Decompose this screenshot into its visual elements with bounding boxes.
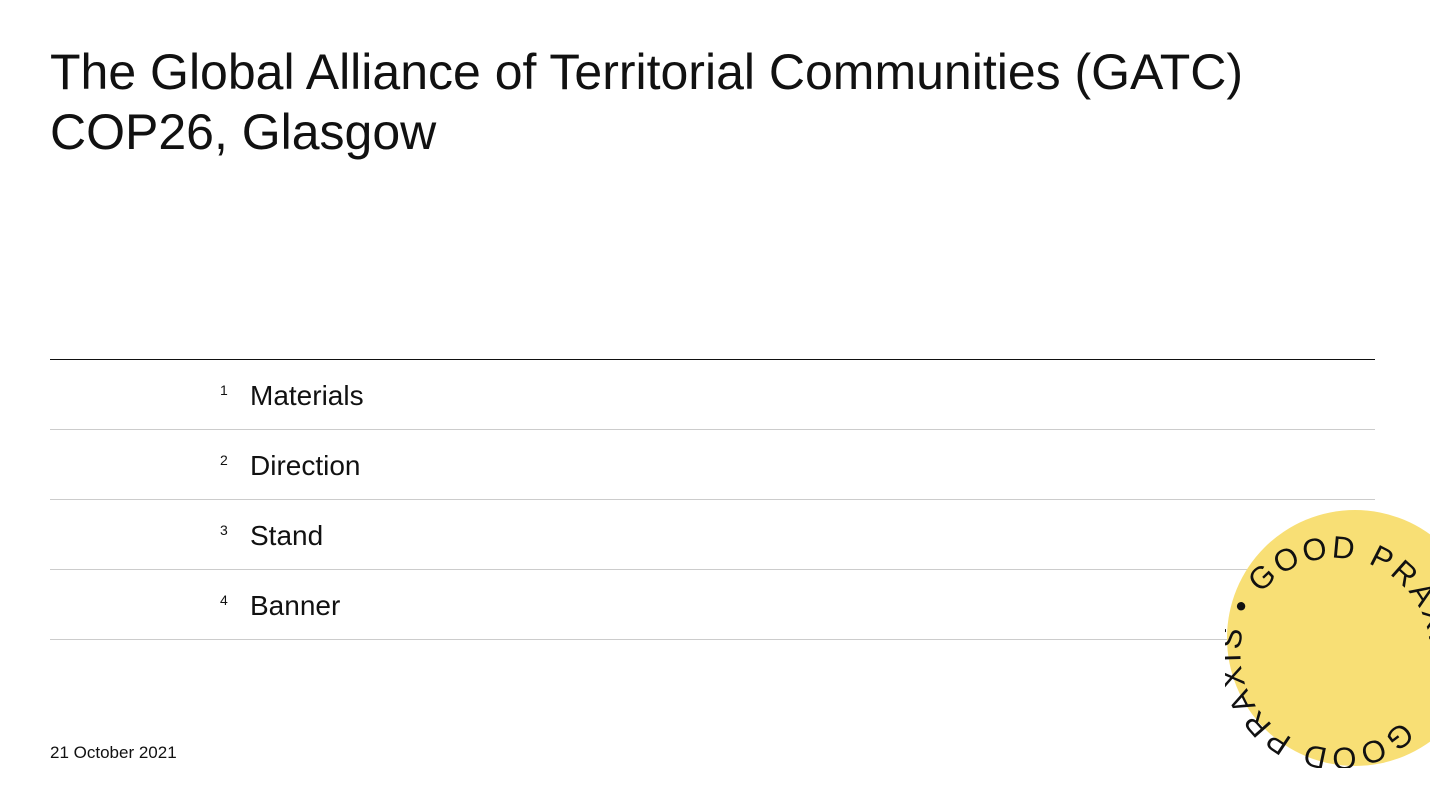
item-number: 2: [220, 452, 228, 468]
badge-circle: [1227, 510, 1430, 766]
badge: GOOD PRAXIS • GOOD PRAXIS •: [1225, 510, 1430, 768]
contents-item[interactable]: 1 Materials: [50, 360, 1375, 430]
item-number: 4: [220, 592, 228, 608]
date: 21 October 2021: [50, 743, 177, 762]
title-line: The Global Alliance of Territorial Commu…: [50, 44, 1243, 100]
title: The Global Alliance of Territorial Commu…: [50, 42, 1243, 162]
item-number: 3: [220, 522, 228, 538]
item-label: Materials: [250, 380, 364, 411]
item-label: Banner: [250, 590, 341, 621]
item-number: 1: [220, 382, 228, 398]
contents-item[interactable]: 2 Direction: [50, 430, 1375, 500]
contents-item[interactable]: 3 Stand: [50, 500, 1375, 570]
contents-list: 1 Materials 2 Direction 3 Stand 4 Banner: [50, 359, 1375, 640]
contents-item[interactable]: 4 Banner: [50, 570, 1375, 640]
item-label: Stand: [250, 520, 324, 551]
item-label: Direction: [250, 450, 361, 481]
title-line: COP26, Glasgow: [50, 104, 437, 160]
